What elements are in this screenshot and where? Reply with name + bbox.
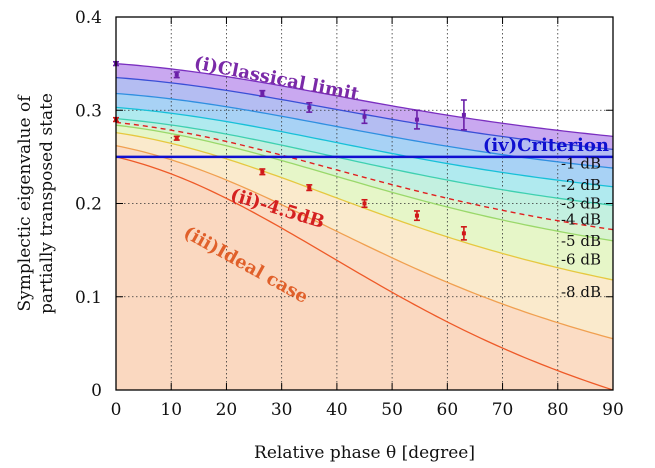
band-classical (116, 63, 613, 150)
loss-label: -1 dB (561, 154, 601, 172)
x-tick-label: 50 (381, 400, 403, 420)
band-4dB (116, 118, 613, 230)
x-tick-label: 70 (492, 400, 514, 420)
chart-curves (116, 62, 613, 390)
data-marker (414, 213, 419, 218)
y-tick-label: 0.3 (75, 101, 102, 121)
curve-ideal (116, 156, 613, 390)
data-point (259, 168, 266, 176)
data-marker (414, 117, 419, 122)
band-4.5dB (116, 122, 613, 241)
loss-label: -4 dB (561, 210, 601, 228)
data-marker (174, 136, 179, 141)
data-point (173, 71, 180, 79)
curve-4.5dB (116, 121, 613, 231)
band-8dB (116, 145, 613, 390)
loss-label: -8 dB (561, 283, 601, 301)
data-point (259, 89, 266, 98)
data-marker (174, 72, 179, 77)
curve-3dB (116, 106, 613, 188)
data-point (361, 109, 368, 125)
loss-label: -6 dB (561, 250, 601, 268)
curve-5dB (116, 124, 613, 242)
x-tick-label: 40 (326, 400, 348, 420)
x-tick-label: 20 (216, 400, 238, 420)
x-tick-label: 30 (271, 400, 293, 420)
data-point (306, 101, 313, 113)
y-tick-label: 0.1 (75, 288, 102, 308)
curve-classical (116, 62, 613, 138)
loss-label: -5 dB (561, 232, 601, 250)
data-marker (362, 114, 367, 119)
data-marker (260, 169, 265, 174)
data-point (460, 226, 467, 241)
data-point (361, 198, 368, 209)
chart-axes: 0 10 20 30 40 50 60 70 80 90 0 0.1 0.2 0.3 0.4 Relative… (15, 8, 624, 463)
y-tick-label: 0.4 (75, 8, 102, 28)
curve-6dB (116, 131, 613, 281)
x-tick-label: 10 (160, 400, 182, 420)
x-axis-title: Relative phase θ [degree] (254, 443, 475, 463)
data-marker (307, 185, 312, 190)
x-tick-label: 0 (111, 400, 122, 420)
data-point (413, 210, 420, 222)
criterion-label: (iv)Criterion (483, 135, 609, 156)
data-marker (260, 91, 265, 96)
x-tick-label: 90 (602, 400, 624, 420)
curve-8dB (116, 145, 613, 340)
data-marker (362, 201, 367, 206)
x-tick-label: 60 (437, 400, 459, 420)
y-tick-label: 0 (91, 381, 102, 401)
loss-label: -3 dB (561, 195, 601, 213)
data-point (173, 135, 180, 141)
x-tick-label: 80 (547, 400, 569, 420)
criterion-line-group: (iv)Criterion (116, 135, 613, 159)
y-axis-title-line-2: partially transposed state (37, 93, 57, 314)
data-marker (461, 231, 466, 236)
band-2dB (116, 93, 613, 187)
curve-2dB (116, 92, 613, 169)
data-marker (461, 112, 466, 117)
y-tick-label: 0.2 (75, 195, 102, 215)
loss-label: -2 dB (561, 176, 601, 194)
data-point (306, 184, 313, 192)
data-point (460, 99, 467, 131)
data-point (413, 109, 420, 130)
band-6dB (116, 132, 613, 339)
data-marker (307, 105, 312, 110)
curve-4dB (116, 117, 613, 207)
y-axis-title-line-1: Symplectic eigenvalue of (15, 94, 35, 312)
band-ideal (116, 156, 613, 390)
